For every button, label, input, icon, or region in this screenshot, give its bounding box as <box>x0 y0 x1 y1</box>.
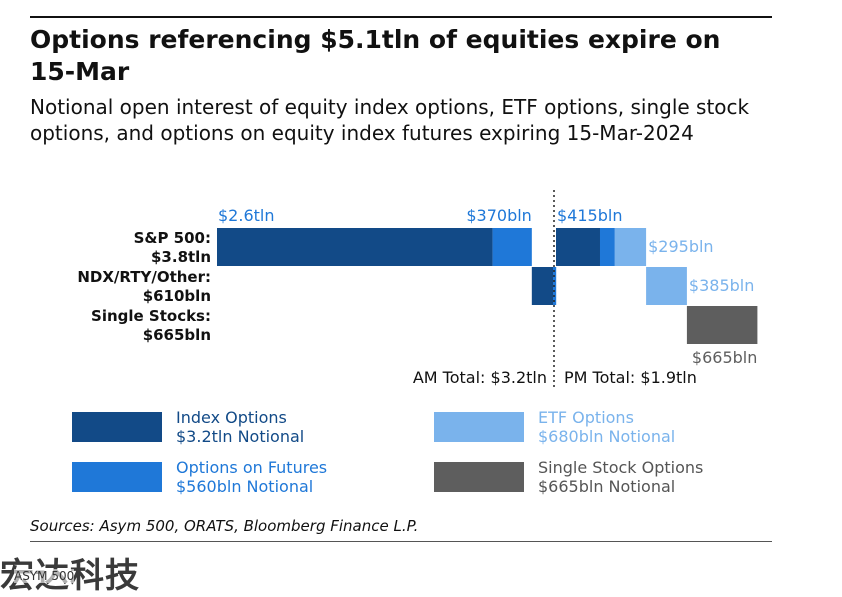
pm-total-label: PM Total: $1.9tln <box>564 368 697 387</box>
row-label-2: Single Stocks: $665bln <box>91 307 211 344</box>
legend-item-etf-options: ETF Options $680bln Notional <box>434 408 675 446</box>
bar-etf-options-row1-pm <box>646 267 687 305</box>
chart-title: Options referencing $5.1tln of equities … <box>30 25 721 86</box>
watermark-caption: ASYM 500 <box>14 569 75 583</box>
legend-label-index-options: Index Options $3.2tln Notional <box>176 408 305 446</box>
legend-swatch-options-on-futures <box>72 462 162 492</box>
data-label-index-options-row0-pm: $415bln <box>557 206 622 225</box>
bar-single-stock-options-row2-pm <box>686 306 758 344</box>
sources-note: Sources: Asym 500, ORATS, Bloomberg Fina… <box>30 517 419 535</box>
top-rule <box>30 16 772 18</box>
bar-index-options-row1-am <box>531 267 554 305</box>
bottom-rule <box>30 541 772 542</box>
bar-options-on-futures-row0-am <box>492 228 532 266</box>
row-label-0: S&P 500: $3.8tln <box>134 229 211 266</box>
legend-swatch-etf-options <box>434 412 524 442</box>
bar-options-on-futures-row0-pm <box>599 228 615 266</box>
data-label-etf-options-row1-pm: $385bln <box>689 276 754 295</box>
legend-label-single-stock-options: Single Stock Options $665bln Notional <box>538 458 704 496</box>
bar-index-options-row0-am <box>217 228 493 266</box>
legend-label-options-on-futures: Options on Futures $560bln Notional <box>176 458 328 496</box>
legend-item-single-stock-options: Single Stock Options $665bln Notional <box>434 458 703 496</box>
data-label-etf-options-row0-pm: $295bln <box>648 237 713 256</box>
chart-subtitle: Notional open interest of equity index o… <box>30 95 750 145</box>
data-label-options-on-futures-row0-am: $370bln <box>466 206 531 225</box>
legend-swatch-index-options <box>72 412 162 442</box>
legend-label-etf-options: ETF Options $680bln Notional <box>538 408 676 446</box>
bar-etf-options-row0-pm <box>614 228 647 266</box>
data-label-single-stock-options-row2-pm: $665bln <box>692 348 757 367</box>
legend-item-options-on-futures: Options on Futures $560bln Notional <box>72 458 327 496</box>
legend-item-index-options: Index Options $3.2tln Notional <box>72 408 304 446</box>
data-label-index-options-row0-am: $2.6tln <box>218 206 274 225</box>
bar-index-options-row0-pm <box>556 228 600 266</box>
row-label-1: NDX/RTY/Other: $610bln <box>77 268 211 305</box>
am-total-label: AM Total: $3.2tln <box>413 368 547 387</box>
legend-swatch-single-stock-options <box>434 462 524 492</box>
